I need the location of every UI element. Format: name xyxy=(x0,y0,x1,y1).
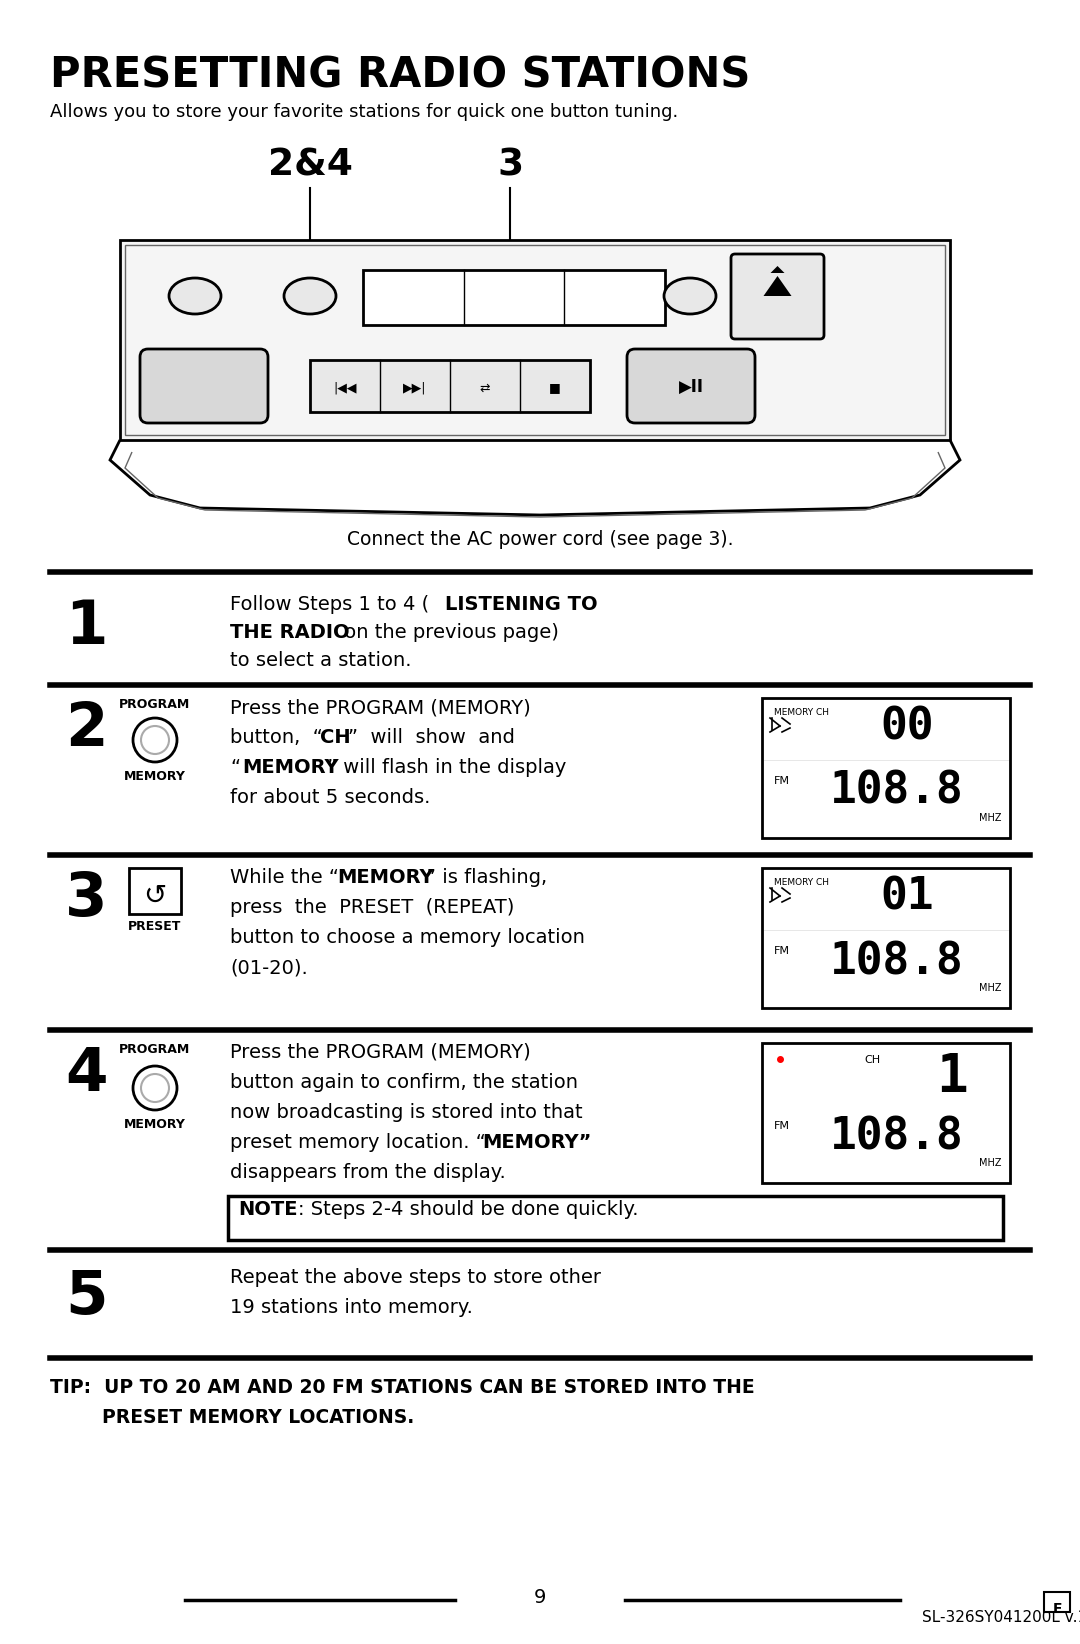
FancyBboxPatch shape xyxy=(363,270,665,326)
Text: TIP:  UP TO 20 AM AND 20 FM STATIONS CAN BE STORED INTO THE: TIP: UP TO 20 AM AND 20 FM STATIONS CAN … xyxy=(50,1378,755,1397)
FancyBboxPatch shape xyxy=(228,1195,1003,1240)
Text: MEMORY: MEMORY xyxy=(337,868,434,888)
Text: Connect the AC power cord (see page 3).: Connect the AC power cord (see page 3). xyxy=(347,529,733,549)
FancyBboxPatch shape xyxy=(1044,1591,1070,1613)
Text: disappears from the display.: disappears from the display. xyxy=(230,1162,505,1182)
Text: ■: ■ xyxy=(549,381,561,395)
Text: button,  “: button, “ xyxy=(230,728,323,746)
Text: Allows you to store your favorite stations for quick one button tuning.: Allows you to store your favorite statio… xyxy=(50,104,678,122)
Text: MEMORY: MEMORY xyxy=(242,758,339,778)
Text: ⇄: ⇄ xyxy=(480,381,490,395)
Text: ▶II: ▶II xyxy=(678,378,703,396)
Text: REPEAT: REPEAT xyxy=(129,868,181,881)
Text: 108.8: 108.8 xyxy=(831,940,963,983)
FancyBboxPatch shape xyxy=(310,360,590,413)
Text: 4: 4 xyxy=(65,1046,108,1105)
Text: MEMORY: MEMORY xyxy=(124,1118,186,1131)
Text: PRESET: PRESET xyxy=(129,921,181,934)
Text: ▶▶|: ▶▶| xyxy=(403,381,427,395)
Text: LISTENING TO: LISTENING TO xyxy=(445,595,597,613)
Circle shape xyxy=(141,727,168,755)
Text: 2&4: 2&4 xyxy=(268,148,352,184)
Text: PRESET MEMORY LOCATIONS.: PRESET MEMORY LOCATIONS. xyxy=(50,1407,415,1427)
Text: NOTE: NOTE xyxy=(238,1200,297,1218)
Text: MEMORY CH: MEMORY CH xyxy=(774,709,829,717)
Text: (01-20).: (01-20). xyxy=(230,958,308,977)
Text: PRESETTING RADIO STATIONS: PRESETTING RADIO STATIONS xyxy=(50,54,751,97)
Text: ” is flashing,: ” is flashing, xyxy=(426,868,548,888)
Text: : Steps 2-4 should be done quickly.: : Steps 2-4 should be done quickly. xyxy=(298,1200,638,1218)
Text: 00: 00 xyxy=(880,705,934,750)
Ellipse shape xyxy=(168,278,221,314)
Text: MHZ: MHZ xyxy=(980,1157,1002,1167)
Text: to select a station.: to select a station. xyxy=(230,651,411,671)
Text: Press the PROGRAM (MEMORY): Press the PROGRAM (MEMORY) xyxy=(230,699,530,717)
Text: 1: 1 xyxy=(936,1051,968,1103)
FancyBboxPatch shape xyxy=(125,245,945,436)
Text: MHZ: MHZ xyxy=(980,814,1002,824)
Text: CH: CH xyxy=(864,1055,880,1065)
FancyBboxPatch shape xyxy=(140,349,268,423)
FancyBboxPatch shape xyxy=(762,1042,1010,1184)
Text: While the “: While the “ xyxy=(230,868,339,888)
Text: Repeat the above steps to store other: Repeat the above steps to store other xyxy=(230,1268,600,1287)
Text: SL-326SY041200L v.1: SL-326SY041200L v.1 xyxy=(922,1609,1080,1624)
Text: preset memory location. “: preset memory location. “ xyxy=(230,1133,486,1152)
Text: CH: CH xyxy=(320,728,351,746)
Text: 19 stations into memory.: 19 stations into memory. xyxy=(230,1299,473,1317)
Ellipse shape xyxy=(284,278,336,314)
FancyBboxPatch shape xyxy=(731,255,824,339)
Text: 1: 1 xyxy=(65,598,108,658)
Text: 5: 5 xyxy=(65,1268,108,1327)
Text: MEMORY: MEMORY xyxy=(124,769,186,783)
Text: MHZ: MHZ xyxy=(980,983,1002,993)
Text: |◀◀: |◀◀ xyxy=(334,381,356,395)
Text: 3: 3 xyxy=(497,148,523,184)
Text: button again to confirm, the station: button again to confirm, the station xyxy=(230,1074,578,1092)
Text: THE RADIO: THE RADIO xyxy=(230,623,350,643)
Text: button to choose a memory location: button to choose a memory location xyxy=(230,927,585,947)
Circle shape xyxy=(141,1074,168,1101)
FancyBboxPatch shape xyxy=(129,868,181,914)
Circle shape xyxy=(133,718,177,763)
Text: FM: FM xyxy=(774,776,789,786)
FancyBboxPatch shape xyxy=(762,868,1010,1008)
Text: press  the  PRESET  (REPEAT): press the PRESET (REPEAT) xyxy=(230,898,514,917)
FancyBboxPatch shape xyxy=(627,349,755,423)
Text: “: “ xyxy=(230,758,240,778)
Text: on the previous page): on the previous page) xyxy=(338,623,558,643)
Text: now broadcasting is stored into that: now broadcasting is stored into that xyxy=(230,1103,582,1121)
Text: 01: 01 xyxy=(880,876,934,919)
Text: ”  will  show  and: ” will show and xyxy=(348,728,515,746)
Text: 3: 3 xyxy=(65,870,108,929)
Text: ” will flash in the display: ” will flash in the display xyxy=(327,758,566,778)
Text: Press the PROGRAM (MEMORY): Press the PROGRAM (MEMORY) xyxy=(230,1042,530,1062)
Text: FM: FM xyxy=(774,1121,789,1131)
FancyBboxPatch shape xyxy=(120,240,950,441)
Text: 108.8: 108.8 xyxy=(831,769,963,814)
Circle shape xyxy=(133,1065,177,1110)
Ellipse shape xyxy=(664,278,716,314)
Text: ↺: ↺ xyxy=(144,881,166,911)
Text: 9: 9 xyxy=(534,1588,546,1606)
Text: FM: FM xyxy=(774,945,789,957)
Text: Follow Steps 1 to 4 (: Follow Steps 1 to 4 ( xyxy=(230,595,429,613)
Text: for about 5 seconds.: for about 5 seconds. xyxy=(230,787,430,807)
Text: PROGRAM: PROGRAM xyxy=(120,699,191,710)
FancyBboxPatch shape xyxy=(762,699,1010,838)
Text: 2: 2 xyxy=(65,700,108,760)
Polygon shape xyxy=(770,266,784,273)
Text: 108.8: 108.8 xyxy=(831,1115,963,1157)
Text: PROGRAM: PROGRAM xyxy=(120,1042,191,1055)
Polygon shape xyxy=(764,276,792,296)
Text: MEMORY CH: MEMORY CH xyxy=(774,878,829,888)
Text: MEMORY”: MEMORY” xyxy=(482,1133,592,1152)
Text: E: E xyxy=(1052,1601,1062,1616)
